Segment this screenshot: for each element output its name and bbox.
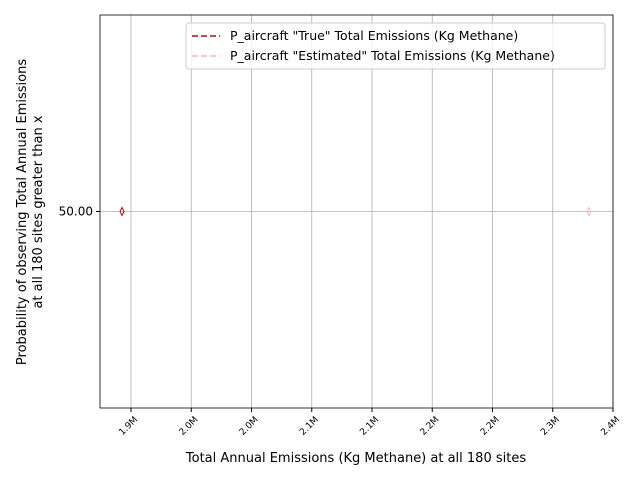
y-axis-label: Probability of observing Total Annual Em… (15, 59, 30, 365)
y-axis-label: at all 180 sites greater than x (31, 115, 46, 308)
x-tick-label: 2.4M (599, 415, 622, 438)
x-tick-label: 2.0M (238, 415, 261, 438)
x-tick-label: 2.2M (479, 415, 502, 438)
point-marker (586, 206, 592, 217)
legend-box (185, 22, 606, 70)
x-tick-label: 2.1M (298, 415, 321, 438)
x-tick-label: 2.2M (419, 415, 442, 438)
x-tick-label: 2.3M (539, 415, 562, 438)
legend-label: P_aircraft "True" Total Emissions (Kg Me… (230, 28, 518, 43)
plot-frame (99, 14, 614, 409)
y-tick-label: 50.00 (59, 205, 93, 219)
x-axis-label: Total Annual Emissions (Kg Methane) at a… (185, 451, 526, 466)
x-tick-label: 2.0M (178, 415, 201, 438)
legend-label: P_aircraft "Estimated" Total Emissions (… (230, 48, 555, 63)
x-tick-label: 1.9M (117, 415, 140, 438)
point-marker (119, 206, 125, 217)
x-tick-label: 2.1M (358, 415, 381, 438)
